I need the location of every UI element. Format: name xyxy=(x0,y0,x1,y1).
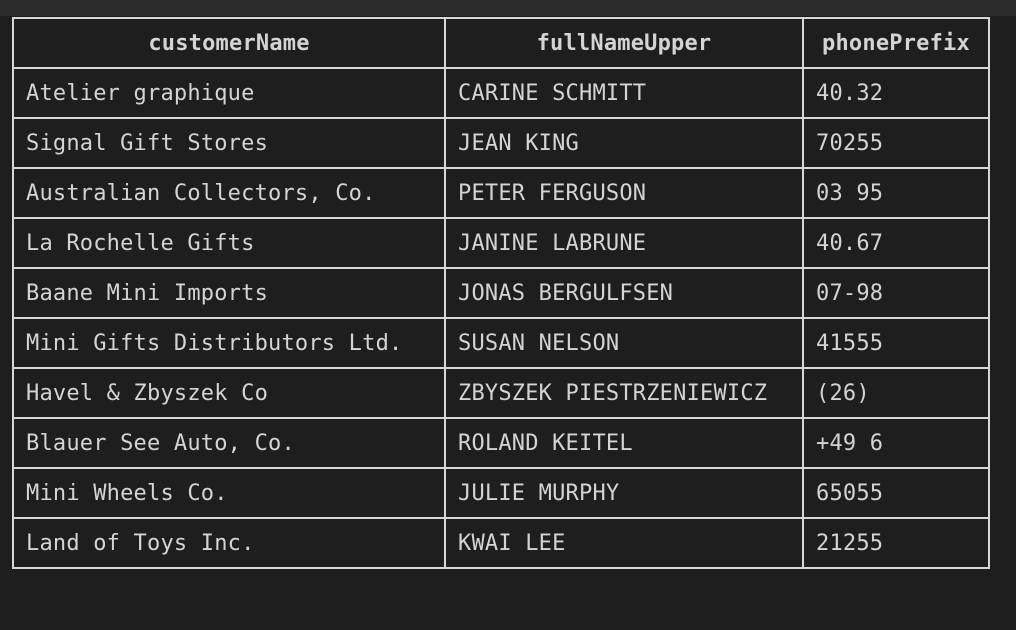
cell-customer-name: Signal Gift Stores xyxy=(12,117,446,169)
cell-full-name-upper: JULIE MURPHY xyxy=(444,467,804,519)
cell-customer-name: La Rochelle Gifts xyxy=(12,217,446,269)
cell-full-name-upper: CARINE SCHMITT xyxy=(444,67,804,119)
cell-phone-prefix: 70255 xyxy=(802,117,990,169)
cell-full-name-upper: PETER FERGUSON xyxy=(444,167,804,219)
column-header-full-name-upper: fullNameUpper xyxy=(444,17,804,69)
cell-full-name-upper: ZBYSZEK PIESTRZENIEWICZ xyxy=(444,367,804,419)
table-row: Blauer See Auto, Co. ROLAND KEITEL +49 6 xyxy=(12,417,990,469)
table-row: Baane Mini Imports JONAS BERGULFSEN 07-9… xyxy=(12,267,990,319)
cell-customer-name: Havel & Zbyszek Co xyxy=(12,367,446,419)
cell-customer-name: Blauer See Auto, Co. xyxy=(12,417,446,469)
table-row: Atelier graphique CARINE SCHMITT 40.32 xyxy=(12,67,990,119)
cell-customer-name: Land of Toys Inc. xyxy=(12,517,446,569)
cell-customer-name: Baane Mini Imports xyxy=(12,267,446,319)
table-row: Australian Collectors, Co. PETER FERGUSO… xyxy=(12,167,990,219)
table-row: La Rochelle Gifts JANINE LABRUNE 40.67 xyxy=(12,217,990,269)
cell-phone-prefix: 41555 xyxy=(802,317,990,369)
cell-full-name-upper: JANINE LABRUNE xyxy=(444,217,804,269)
column-header-customer-name: customerName xyxy=(12,17,446,69)
cell-full-name-upper: JONAS BERGULFSEN xyxy=(444,267,804,319)
cell-phone-prefix: 40.32 xyxy=(802,67,990,119)
cell-phone-prefix: 65055 xyxy=(802,467,990,519)
cell-phone-prefix: 03 95 xyxy=(802,167,990,219)
window-top-strip xyxy=(0,0,1016,16)
column-header-phone-prefix: phonePrefix xyxy=(802,17,990,69)
cell-customer-name: Australian Collectors, Co. xyxy=(12,167,446,219)
cell-full-name-upper: KWAI LEE xyxy=(444,517,804,569)
cell-phone-prefix: 40.67 xyxy=(802,217,990,269)
cell-full-name-upper: SUSAN NELSON xyxy=(444,317,804,369)
cell-customer-name: Mini Wheels Co. xyxy=(12,467,446,519)
cell-phone-prefix: 21255 xyxy=(802,517,990,569)
table-row: Havel & Zbyszek Co ZBYSZEK PIESTRZENIEWI… xyxy=(12,367,990,419)
cell-full-name-upper: JEAN KING xyxy=(444,117,804,169)
cell-full-name-upper: ROLAND KEITEL xyxy=(444,417,804,469)
table-row: Mini Wheels Co. JULIE MURPHY 65055 xyxy=(12,467,990,519)
cell-phone-prefix: 07-98 xyxy=(802,267,990,319)
table-row: Signal Gift Stores JEAN KING 70255 xyxy=(12,117,990,169)
table-body: Atelier graphique CARINE SCHMITT 40.32 S… xyxy=(12,67,990,569)
table-header-row: customerName fullNameUpper phonePrefix xyxy=(12,17,990,69)
table-header: customerName fullNameUpper phonePrefix xyxy=(12,17,990,69)
table-row: Mini Gifts Distributors Ltd. SUSAN NELSO… xyxy=(12,317,990,369)
table-row: Land of Toys Inc. KWAI LEE 21255 xyxy=(12,517,990,569)
cell-phone-prefix: (26) xyxy=(802,367,990,419)
cell-phone-prefix: +49 6 xyxy=(802,417,990,469)
query-result-table: customerName fullNameUpper phonePrefix A… xyxy=(12,17,990,569)
cell-customer-name: Mini Gifts Distributors Ltd. xyxy=(12,317,446,369)
cell-customer-name: Atelier graphique xyxy=(12,67,446,119)
